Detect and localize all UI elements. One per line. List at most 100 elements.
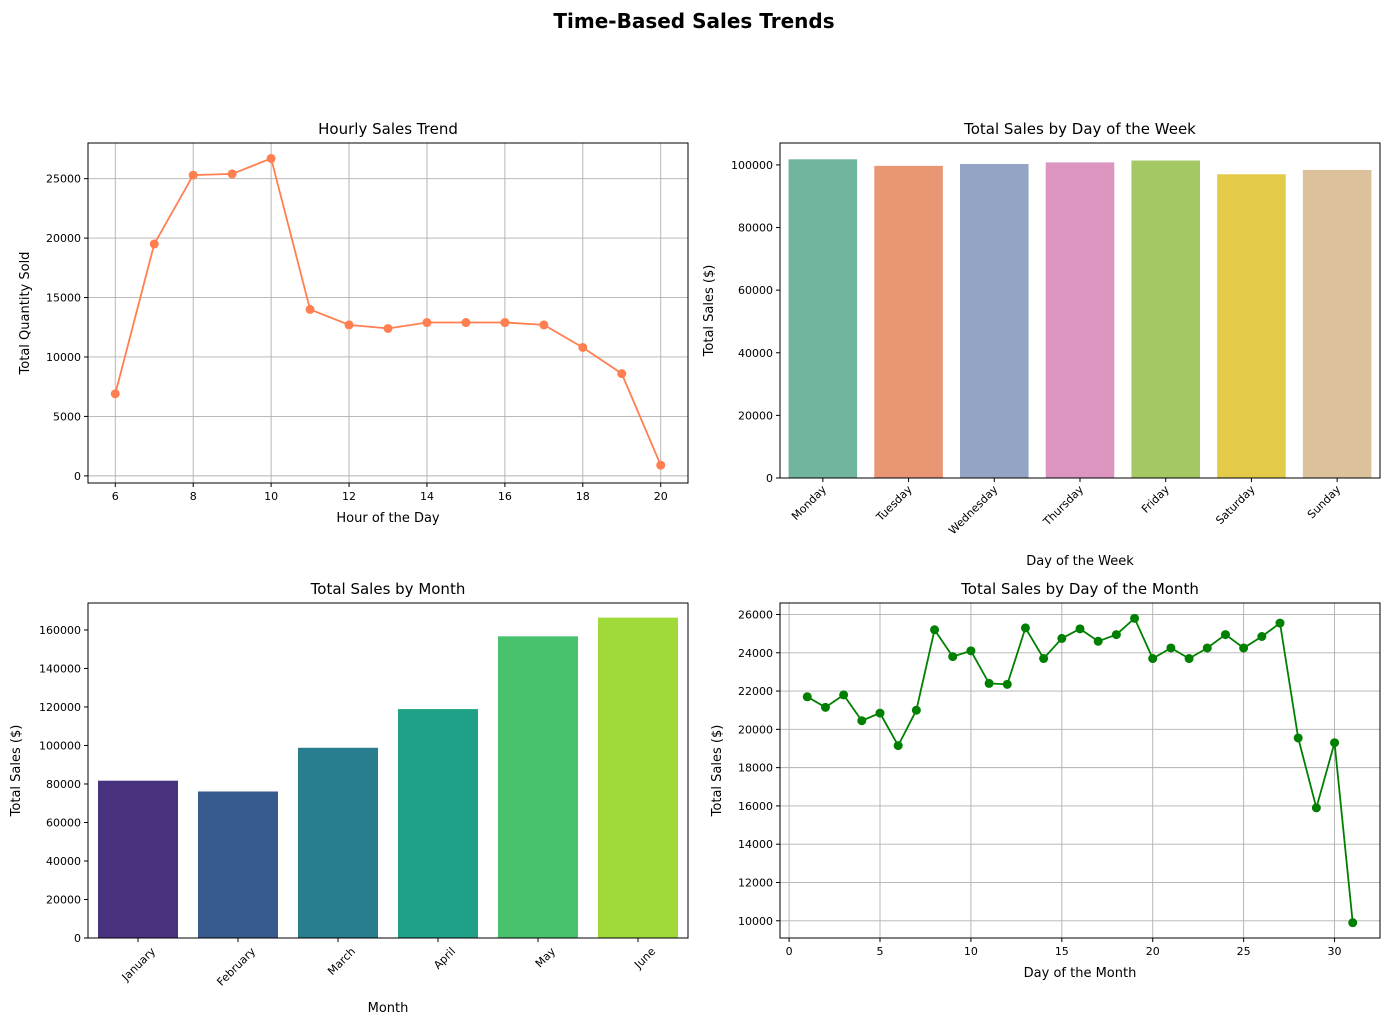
bar-april: [398, 709, 478, 938]
y-tick-label: 10000: [738, 915, 773, 928]
data-point: [1111, 630, 1121, 640]
bar-january: [98, 780, 178, 938]
y-tick-label: 10000: [46, 351, 81, 364]
axes-frame: [779, 602, 1381, 939]
data-point: [1311, 803, 1321, 813]
x-tick-label: 0: [786, 945, 793, 958]
chart-title: Total Sales by Month: [310, 580, 466, 598]
chart-dom: Total Sales by Day of the Month 10000 1200…: [710, 580, 1381, 981]
bar-sunday: [1302, 169, 1372, 478]
y-tick-label: 22000: [738, 685, 773, 698]
x-tick-label: 20: [654, 490, 668, 503]
x-tick-label: Saturday: [1213, 483, 1258, 528]
y-tick-label: 16000: [738, 800, 773, 813]
data-point: [1275, 618, 1285, 628]
y-tick-label: 26000: [738, 608, 773, 621]
y-axis-label: Total Quantity Sold: [18, 252, 33, 376]
bar-friday: [1131, 160, 1200, 478]
series-line: [806, 616, 1354, 923]
data-point: [1002, 679, 1012, 689]
data-point: [1148, 654, 1158, 664]
x-axis-label: Month: [368, 1001, 409, 1016]
x-tick-label: March: [325, 945, 358, 978]
y-tick-label: 24000: [738, 647, 773, 660]
y-tick-label: 20000: [738, 409, 773, 422]
data-point: [802, 692, 812, 702]
grid-lines: [780, 603, 1380, 938]
series-markers: [802, 613, 1358, 928]
y-tick-label: 100000: [731, 159, 773, 172]
y-tick-label: 20000: [46, 893, 81, 906]
data-point: [930, 625, 940, 635]
data-point: [1020, 623, 1030, 633]
x-tick-label: Wednesday: [946, 483, 1001, 538]
y-tick-label: 14000: [738, 838, 773, 851]
bar-saturday: [1217, 174, 1286, 478]
data-point: [1039, 654, 1049, 664]
x-tick-label: 25: [1237, 945, 1251, 958]
data-point: [948, 652, 958, 662]
data-point: [1202, 643, 1212, 653]
data-point: [305, 304, 315, 314]
chart-hourly: Hourly Sales Trend 0 5000 10000 15000 20000 25…: [18, 120, 689, 526]
y-tick-label: 0: [74, 932, 81, 945]
x-tick-label: Sunday: [1305, 483, 1344, 522]
y-tick-label: 140000: [39, 662, 81, 675]
x-tick-label: 20: [1146, 945, 1160, 958]
data-point: [1220, 630, 1230, 640]
y-tick-label: 60000: [738, 284, 773, 297]
data-point: [857, 716, 867, 726]
x-tick-label: April: [431, 945, 458, 972]
bar-tuesday: [874, 165, 943, 478]
x-tick-label: 10: [264, 490, 278, 503]
data-point: [1293, 733, 1303, 743]
data-point: [1330, 738, 1340, 748]
figure-title: Time-Based Sales Trends: [553, 9, 834, 33]
data-point: [911, 705, 921, 715]
chart-weekday: Total Sales by Day of the Week 0 20000 4000…: [702, 120, 1381, 569]
y-tick-label: 15000: [46, 292, 81, 305]
data-point: [1348, 918, 1358, 928]
x-tick-label: 8: [190, 490, 197, 503]
x-tick-label: January: [119, 945, 159, 985]
data-point: [1093, 636, 1103, 646]
x-tick-label: 16: [498, 490, 512, 503]
bar-may: [498, 636, 578, 938]
chart-title: Total Sales by Day of the Week: [963, 120, 1196, 138]
y-tick-label: 0: [74, 470, 81, 483]
y-tick-label: 20000: [738, 723, 773, 736]
bars: [98, 617, 678, 938]
x-tick-label: Tuesday: [873, 483, 915, 525]
x-tick-label: May: [533, 945, 559, 971]
x-axis-label: Day of the Month: [1024, 966, 1137, 981]
x-tick-label: Friday: [1139, 483, 1172, 516]
y-tick-label: 0: [766, 472, 773, 485]
x-tick-label: 5: [877, 945, 884, 958]
data-point: [966, 646, 976, 656]
y-tick-label: 60000: [46, 816, 81, 829]
y-tick-label: 80000: [46, 778, 81, 791]
axes-frame: [87, 142, 689, 484]
data-point: [422, 318, 432, 328]
series-line: [114, 157, 662, 466]
data-point: [1166, 643, 1176, 653]
y-tick-label: 25000: [46, 173, 81, 186]
y-tick-label: 100000: [39, 739, 81, 752]
data-point: [617, 369, 627, 379]
x-tick-label: Monday: [789, 483, 829, 523]
chart-panels: Hourly Sales Trend0500010000150002000025…: [9, 120, 1381, 1016]
data-point: [149, 239, 159, 249]
axes-frame: [87, 602, 689, 939]
bar-february: [198, 791, 278, 938]
data-point: [461, 318, 471, 328]
y-tick-label: 12000: [738, 876, 773, 889]
bar-thursday: [1045, 162, 1115, 479]
bar-march: [298, 747, 378, 938]
x-tick-label: 12: [342, 490, 356, 503]
x-tick-label: 14: [420, 490, 434, 503]
y-axis-label: Total Sales ($): [702, 265, 717, 358]
chart-month: Total Sales by Month 0 20000 40000 60000 8000…: [9, 580, 689, 1016]
data-point: [344, 320, 354, 330]
x-tick-label: June: [631, 945, 658, 972]
